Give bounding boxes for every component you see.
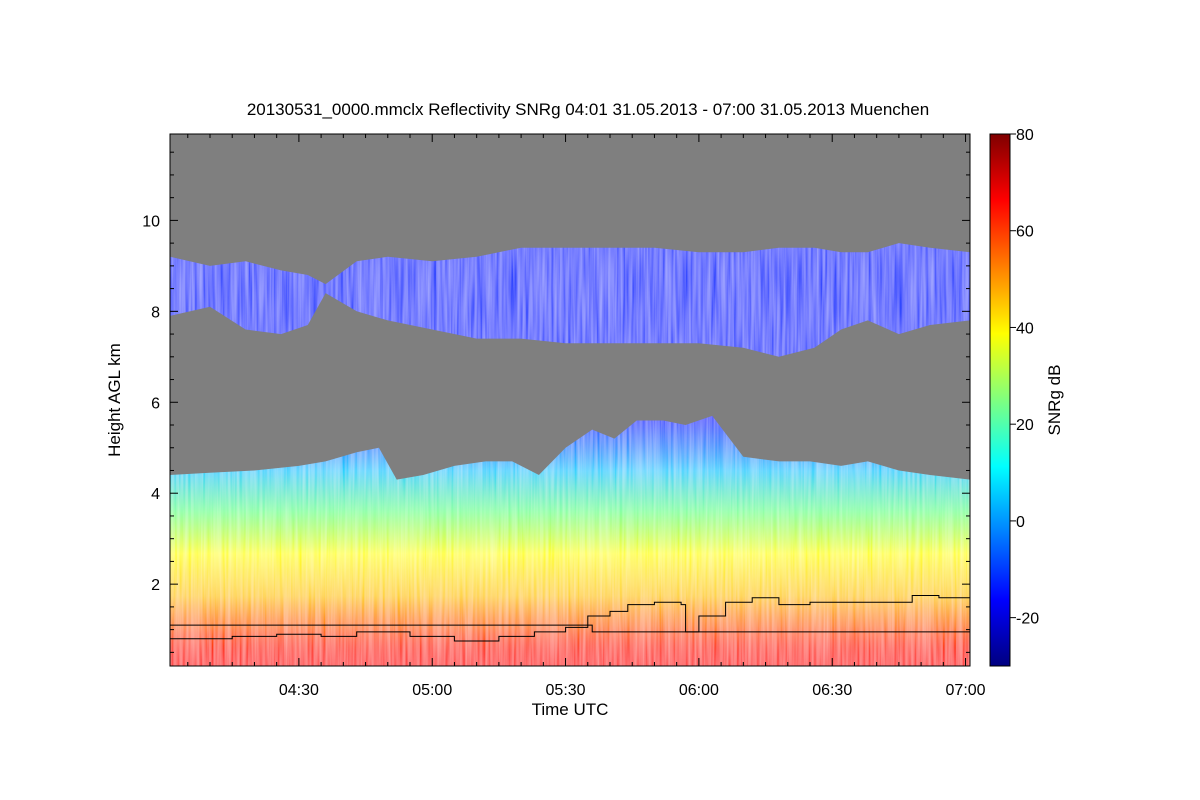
colorbar-tick-label: 0 xyxy=(1016,514,1025,531)
y-tick-label: 2 xyxy=(151,577,160,594)
x-tick-label: 06:30 xyxy=(812,682,852,699)
plot-area xyxy=(170,134,970,666)
y-axis-label: Height AGL km xyxy=(105,343,124,457)
upper-cloud-layer xyxy=(170,243,970,357)
colorbar-tick-label: 40 xyxy=(1016,320,1034,337)
lower-precipitation-layer xyxy=(170,415,970,666)
colorbar-tick-label: 20 xyxy=(1016,417,1034,434)
x-axis: 04:30 05:00 05:30 06:00 06:30 07:00 xyxy=(187,134,986,699)
colorbar-tick-label: -20 xyxy=(1016,611,1039,628)
y-axis: 2 4 6 8 10 xyxy=(142,151,970,653)
colorbar-tick-label: 80 xyxy=(1016,127,1034,144)
plot-frame xyxy=(169,133,971,667)
colorbar xyxy=(989,133,1011,667)
y-tick-label: 10 xyxy=(142,213,160,230)
chart-title: 20130531_0000.mmclx Reflectivity SNRg 04… xyxy=(247,100,929,119)
y-tick-label: 6 xyxy=(151,395,160,412)
x-tick-label: 05:00 xyxy=(412,682,452,699)
x-tick-label: 06:00 xyxy=(679,682,719,699)
x-tick-label: 05:30 xyxy=(546,682,586,699)
reference-height-line xyxy=(170,624,970,633)
x-axis-label: Time UTC xyxy=(532,700,609,719)
colorbar-label: SNRg dB xyxy=(1045,365,1064,436)
y-tick-label: 4 xyxy=(151,486,160,503)
x-tick-label: 07:00 xyxy=(946,682,986,699)
colorbar-tick-label: 60 xyxy=(1016,224,1034,241)
y-tick-label: 8 xyxy=(151,304,160,321)
boundary-layer-line xyxy=(170,593,970,642)
colorbar-axis: -20 0 20 40 60 80 xyxy=(1010,127,1039,628)
x-tick-label: 04:30 xyxy=(279,682,319,699)
